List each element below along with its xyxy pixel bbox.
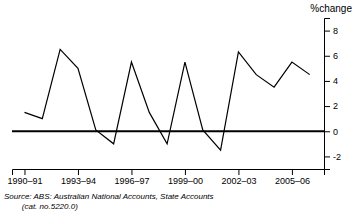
y-tick-label: -2 (333, 152, 341, 162)
x-tick: 1990–91 (7, 169, 42, 186)
x-tick-label: 2005–06 (275, 176, 310, 186)
y-tick-mark (324, 31, 330, 32)
y-tick-mark (324, 81, 330, 82)
x-tick-label: 1996–97 (114, 176, 149, 186)
source-note: Source: ABS: Australian National Account… (4, 192, 214, 201)
x-tick-mark (292, 169, 293, 175)
x-axis-line (13, 170, 325, 176)
y-tick-label: 8 (333, 26, 338, 36)
x-tick-label: 2002–03 (221, 176, 256, 186)
x-tick: 1993–94 (61, 169, 96, 186)
y-tick: 4 (324, 76, 338, 86)
y-tick-label: 4 (333, 76, 338, 86)
y-axis-title: %change (310, 3, 352, 14)
chart: 1990–91 1993–94 1996–97 1999–00 2002–03 2005–… (0, 0, 354, 213)
y-axis-line (325, 19, 331, 170)
x-tick: 1999–00 (168, 169, 203, 186)
x-tick-mark (185, 169, 186, 175)
reference-line (12, 130, 324, 132)
y-tick: 0 (324, 127, 338, 137)
x-tick-mark (238, 169, 239, 175)
x-tick: 2002–03 (221, 169, 256, 186)
plot: 1990–91 1993–94 1996–97 1999–00 2002–03 2005–… (7, 3, 352, 186)
x-tick-mark (131, 169, 132, 175)
y-tick-mark (324, 106, 330, 107)
x-tick-label: 1999–00 (168, 176, 203, 186)
y-tick-label: 6 (333, 51, 338, 61)
y-tick-label: 2 (333, 101, 338, 111)
x-tick-mark (78, 169, 79, 175)
y-tick-mark (324, 156, 330, 157)
x-axis: 1990–91 1993–94 1996–97 1999–00 2002–03 2005–… (7, 169, 324, 186)
y-tick-mark (324, 56, 330, 57)
source-note: (cat. no.5220.0) (4, 202, 78, 211)
x-tick-label: 1990–91 (7, 176, 42, 186)
x-tick-label: 1993–94 (61, 176, 96, 186)
y-tick-label: 0 (333, 127, 338, 137)
x-tick-mark (24, 169, 25, 175)
line (24, 49, 309, 150)
y-tick: 6 (324, 51, 338, 61)
y-tick-mark (324, 131, 330, 132)
marks (12, 49, 324, 150)
y-tick: -2 (324, 152, 341, 162)
x-tick: 2005–06 (275, 169, 310, 186)
y-tick: 8 (324, 26, 338, 36)
y-tick: 2 (324, 101, 338, 111)
y-axis: -2 0 2 4 6 8 (324, 19, 341, 170)
x-tick: 1996–97 (114, 169, 149, 186)
